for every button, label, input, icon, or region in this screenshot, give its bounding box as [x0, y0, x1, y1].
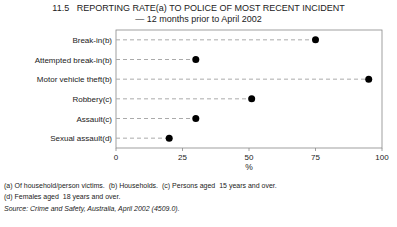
stem — [116, 59, 196, 60]
x-tick-label: 75 — [311, 153, 320, 162]
x-tick — [182, 148, 183, 151]
x-tick-label: 0 — [114, 153, 119, 162]
marks — [116, 36, 372, 141]
y-tick-label: Assault(c) — [76, 115, 112, 124]
plot-frame — [116, 30, 382, 148]
x-tick-label: 25 — [178, 153, 187, 162]
dot — [248, 95, 255, 102]
y-tick-label: Sexual assault(d) — [50, 134, 112, 143]
x-tick — [116, 148, 117, 151]
dot — [166, 135, 173, 142]
y-tick-label: Break-in(b) — [72, 36, 112, 45]
chart: 11.5 REPORTING RATE(a) TO POLICE OF MOST… — [0, 0, 397, 227]
stem — [116, 138, 169, 139]
x-tick — [315, 148, 316, 151]
dot — [192, 56, 199, 63]
stem — [116, 98, 252, 99]
x-tick — [382, 148, 383, 151]
x-tick-label: 50 — [245, 153, 254, 162]
y-tick-label: Robbery(c) — [72, 95, 112, 104]
y-tick-label: Motor vehicle theft(b) — [37, 75, 112, 84]
x-tick-label: 100 — [375, 153, 389, 162]
dot — [365, 76, 372, 83]
stem — [116, 79, 369, 80]
stem — [116, 118, 196, 119]
footnote: (a) Of household/person victims. (b) Hou… — [4, 182, 277, 190]
stem — [116, 39, 316, 40]
x-tick — [249, 148, 250, 151]
title: 11.5 REPORTING RATE(a) TO POLICE OF MOST… — [52, 3, 345, 13]
subtitle: — 12 months prior to April 2002 — [135, 14, 262, 24]
dot — [312, 36, 319, 43]
footnote: Source: Crime and Safety, Australia, Apr… — [4, 205, 180, 213]
y-tick-label: Attempted break-in(b) — [35, 56, 113, 65]
x-axis-label: % — [245, 162, 253, 172]
footnote: (d) Females aged 18 years and over. — [4, 193, 120, 201]
dot — [192, 115, 199, 122]
